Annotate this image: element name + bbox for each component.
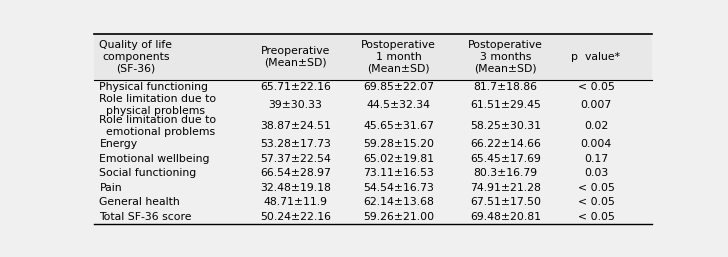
Text: 73.11±16.53: 73.11±16.53 <box>363 168 434 178</box>
Text: Total SF-36 score: Total SF-36 score <box>100 212 192 222</box>
Text: 38.87±24.51: 38.87±24.51 <box>260 121 331 131</box>
Text: Role limitation due to
  physical problems: Role limitation due to physical problems <box>100 94 217 116</box>
Text: Quality of life
components
(SF-36): Quality of life components (SF-36) <box>100 40 173 74</box>
Text: 54.54±16.73: 54.54±16.73 <box>363 182 434 192</box>
Text: < 0.05: < 0.05 <box>577 197 614 207</box>
Text: 59.28±15.20: 59.28±15.20 <box>363 139 434 149</box>
Text: Emotional wellbeing: Emotional wellbeing <box>100 153 210 163</box>
Text: 66.22±14.66: 66.22±14.66 <box>470 139 541 149</box>
Text: Social functioning: Social functioning <box>100 168 197 178</box>
Text: 0.03: 0.03 <box>584 168 608 178</box>
Text: 44.5±32.34: 44.5±32.34 <box>366 100 430 110</box>
Text: 65.71±22.16: 65.71±22.16 <box>260 82 331 92</box>
Text: 65.02±19.81: 65.02±19.81 <box>363 153 434 163</box>
Text: 61.51±29.45: 61.51±29.45 <box>470 100 541 110</box>
Text: < 0.05: < 0.05 <box>577 212 614 222</box>
Text: 0.004: 0.004 <box>580 139 612 149</box>
Text: 69.48±20.81: 69.48±20.81 <box>470 212 541 222</box>
Text: p  value*: p value* <box>571 52 620 62</box>
Text: 65.45±17.69: 65.45±17.69 <box>470 153 541 163</box>
Text: 57.37±22.54: 57.37±22.54 <box>260 153 331 163</box>
Text: 50.24±22.16: 50.24±22.16 <box>260 212 331 222</box>
Text: 69.85±22.07: 69.85±22.07 <box>363 82 434 92</box>
Text: 0.02: 0.02 <box>584 121 608 131</box>
Text: 0.17: 0.17 <box>584 153 608 163</box>
Text: Pain: Pain <box>100 182 122 192</box>
Text: 48.71±11.9: 48.71±11.9 <box>264 197 328 207</box>
Text: < 0.05: < 0.05 <box>577 82 614 92</box>
Text: 53.28±17.73: 53.28±17.73 <box>260 139 331 149</box>
Text: Preoperative
(Mean±SD): Preoperative (Mean±SD) <box>261 46 331 68</box>
Text: Energy: Energy <box>100 139 138 149</box>
Text: 45.65±31.67: 45.65±31.67 <box>363 121 434 131</box>
Text: Physical functioning: Physical functioning <box>100 82 208 92</box>
Text: 74.91±21.28: 74.91±21.28 <box>470 182 541 192</box>
Text: 67.51±17.50: 67.51±17.50 <box>470 197 541 207</box>
Text: 62.14±13.68: 62.14±13.68 <box>363 197 434 207</box>
Text: 66.54±28.97: 66.54±28.97 <box>260 168 331 178</box>
Text: 32.48±19.18: 32.48±19.18 <box>260 182 331 192</box>
Text: 80.3±16.79: 80.3±16.79 <box>474 168 538 178</box>
Text: Role limitation due to
  emotional problems: Role limitation due to emotional problem… <box>100 115 217 137</box>
Text: 59.26±21.00: 59.26±21.00 <box>363 212 434 222</box>
Text: < 0.05: < 0.05 <box>577 182 614 192</box>
Text: Postoperative
3 months
(Mean±SD): Postoperative 3 months (Mean±SD) <box>468 40 543 74</box>
Text: 0.007: 0.007 <box>580 100 612 110</box>
Bar <box>94 34 652 80</box>
Text: General health: General health <box>100 197 181 207</box>
Text: 58.25±30.31: 58.25±30.31 <box>470 121 541 131</box>
Text: 81.7±18.86: 81.7±18.86 <box>474 82 538 92</box>
Text: Postoperative
1 month
(Mean±SD): Postoperative 1 month (Mean±SD) <box>361 40 436 74</box>
Text: 39±30.33: 39±30.33 <box>269 100 323 110</box>
